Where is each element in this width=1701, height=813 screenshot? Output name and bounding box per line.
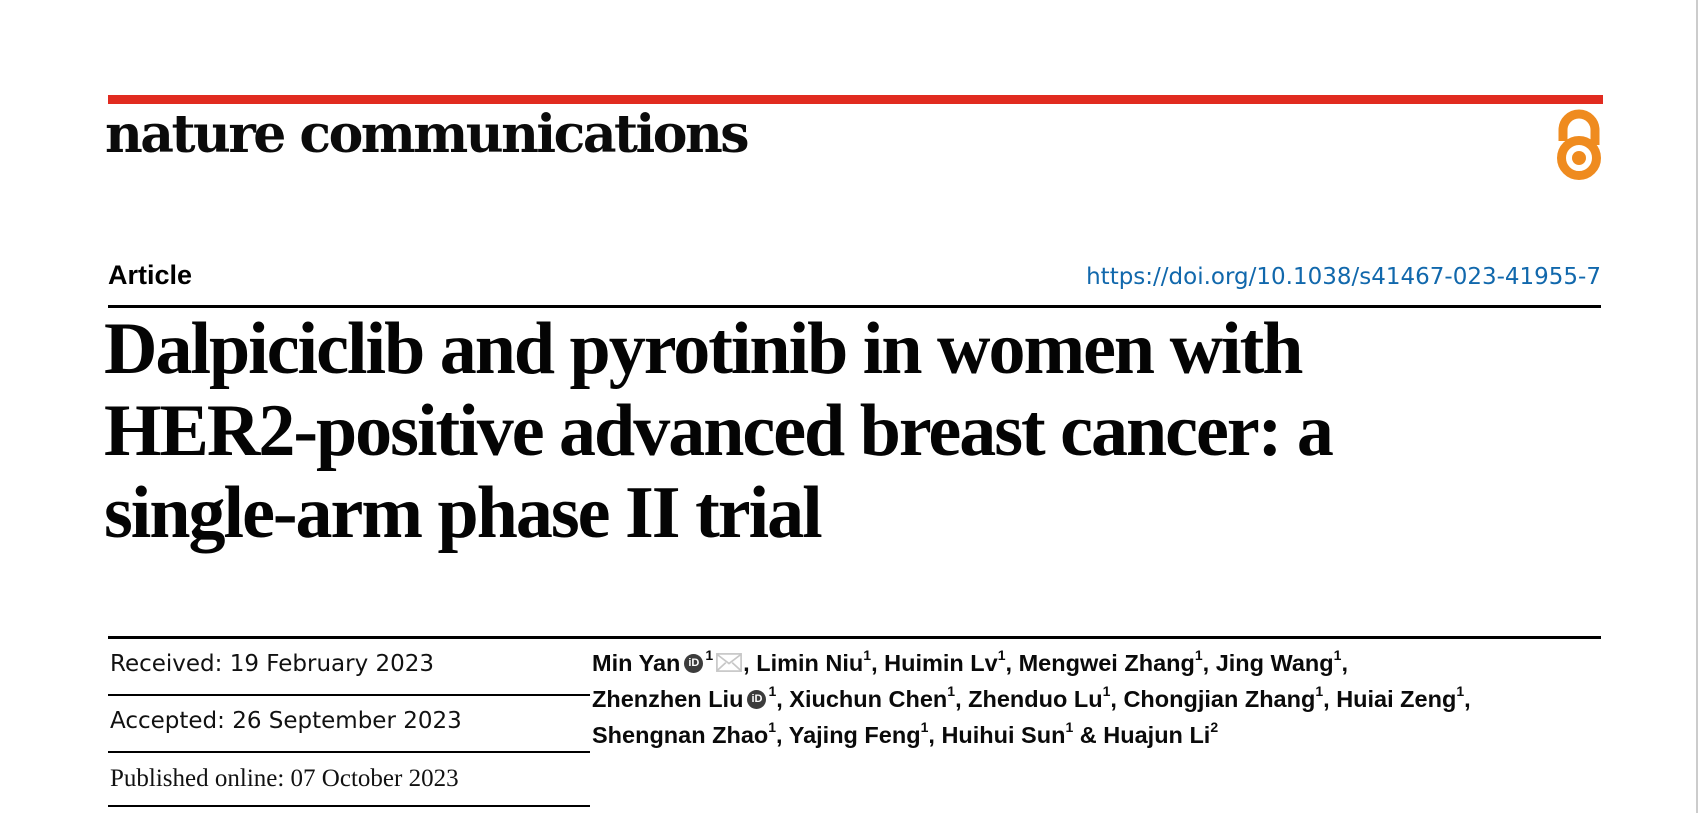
article-type-label: Article	[108, 260, 193, 290]
author-name: Yajing Feng	[788, 722, 921, 748]
affiliation-superscript: 1	[768, 719, 777, 735]
author-name: Chongjian Zhang	[1123, 686, 1316, 712]
affiliation-superscript: 1	[863, 647, 872, 663]
author-line: Min Yan iD 1 , Limin Niu1, Huimin Lv1, Men…	[592, 647, 1348, 676]
open-access-icon	[1557, 109, 1601, 180]
affiliation-superscript: 1	[1333, 647, 1342, 663]
author-name: Min Yan	[592, 650, 681, 676]
brand-accent-bar	[108, 95, 1603, 104]
author-name: Zhenzhen Liu	[592, 686, 744, 712]
orcid-icon[interactable]: iD	[684, 653, 704, 673]
received-date: Received: 19 February 2023	[110, 651, 435, 677]
author-line: Shengnan Zhao1, Yajing Feng1, Huihui Sun…	[592, 719, 1219, 748]
affiliation-superscript: 1	[947, 683, 956, 699]
journal-logo: nature communications	[105, 104, 750, 165]
author-name: Shengnan Zhao	[592, 722, 769, 748]
accepted-date: Accepted: 26 September 2023	[110, 708, 462, 734]
author-name: Zhenduo Lu	[968, 686, 1103, 712]
affiliation-superscript: 1	[768, 683, 777, 699]
author-list: Min Yan iD 1 , Limin Niu1, Huimin Lv1, Men…	[592, 645, 1492, 753]
paper-title-line: Dalpiciclib and pyrotinib in women with	[104, 308, 1303, 390]
divider-history	[108, 694, 590, 696]
page-edge-line	[1696, 0, 1698, 813]
affiliation-superscript: 1	[1456, 683, 1465, 699]
author-name: Huiai Zeng	[1336, 686, 1457, 712]
published-date: Published online: 07 October 2023	[110, 765, 459, 792]
paper-title: Dalpiciclib and pyrotinib in women with …	[104, 308, 1554, 554]
affiliation-superscript: 1	[1194, 647, 1203, 663]
affiliation-superscript: 1	[920, 719, 929, 735]
divider-above-history	[108, 636, 1601, 639]
author-line: Zhenzhen Liu iD 1, Xiuchun Chen1, Zhenduo …	[592, 683, 1471, 712]
author-name: Huihui Sun	[941, 722, 1066, 748]
divider-history	[108, 751, 590, 753]
email-icon[interactable]	[716, 653, 743, 672]
paper-title-line: HER2-positive advanced breast cancer: a	[104, 390, 1334, 472]
paper-title-line: single-arm phase II trial	[104, 472, 823, 554]
author-name: Limin Niu	[756, 650, 864, 676]
author-name: Huimin Lv	[884, 650, 998, 676]
affiliation-superscript: 1	[1102, 683, 1111, 699]
affiliation-superscript: 1	[705, 647, 714, 663]
divider-history	[108, 805, 590, 807]
affiliation-superscript: 1	[1315, 683, 1324, 699]
author-name: Huajun Li	[1103, 722, 1211, 748]
author-name: Mengwei Zhang	[1018, 650, 1195, 676]
author-name: Jing Wang	[1215, 650, 1334, 676]
divider-above-title	[108, 305, 1601, 308]
affiliation-superscript: 1	[1065, 719, 1074, 735]
orcid-icon[interactable]: iD	[747, 689, 767, 709]
affiliation-superscript: 2	[1210, 719, 1219, 735]
doi-link[interactable]: https://doi.org/10.1038/s41467-023-41955…	[1086, 264, 1601, 290]
author-name: Xiuchun Chen	[789, 686, 948, 712]
affiliation-superscript: 1	[997, 647, 1006, 663]
